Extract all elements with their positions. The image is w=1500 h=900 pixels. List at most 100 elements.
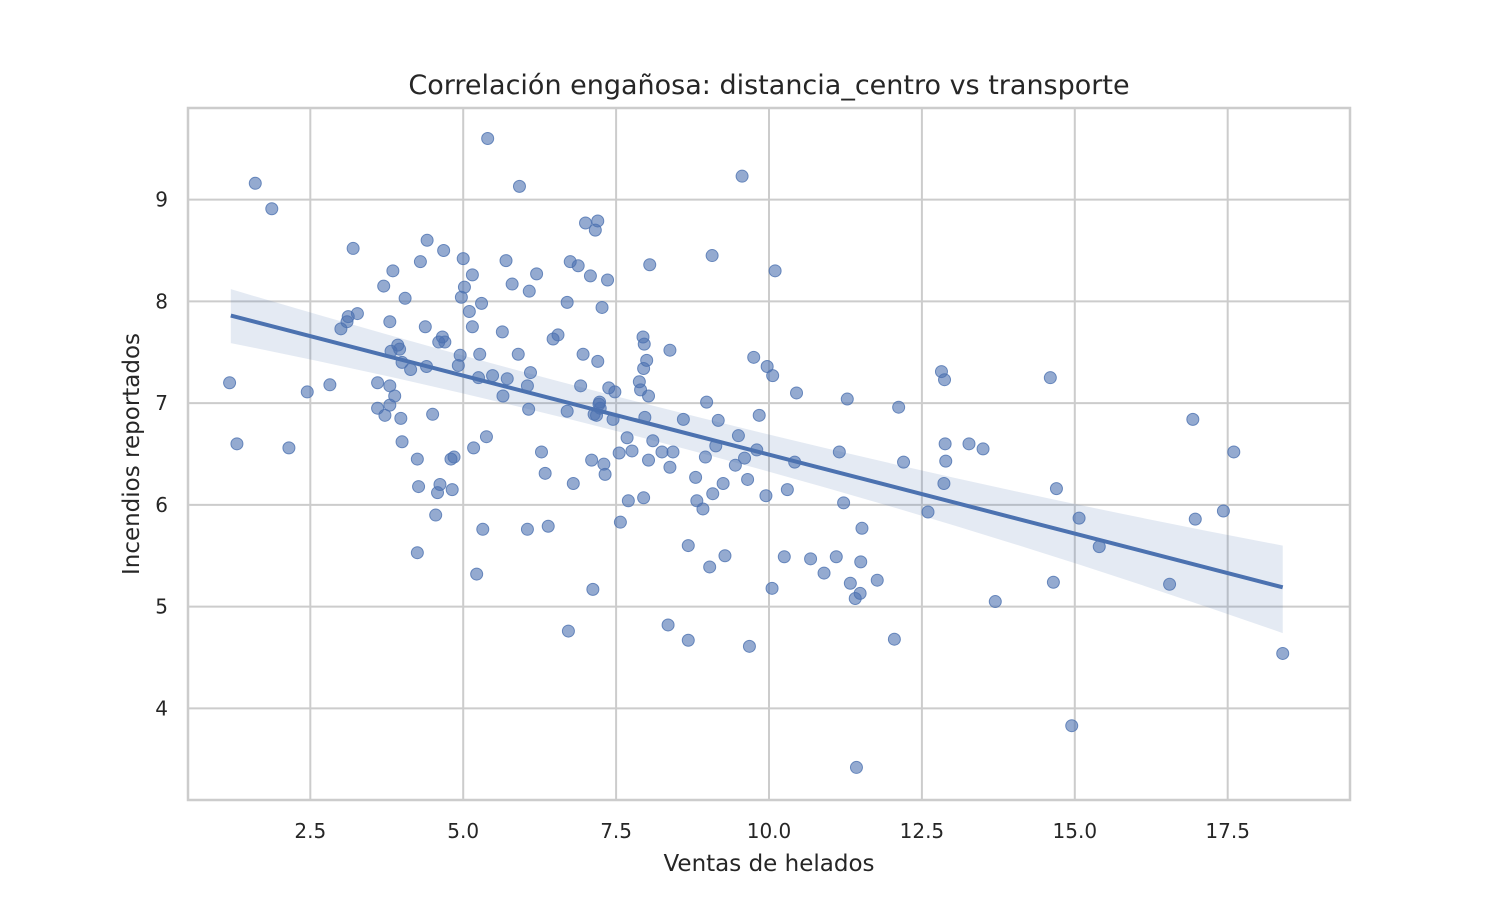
data-point bbox=[689, 470, 703, 484]
data-point bbox=[768, 264, 782, 278]
data-point bbox=[350, 307, 364, 321]
data-point bbox=[646, 434, 660, 448]
data-point bbox=[473, 347, 487, 361]
data-point bbox=[790, 386, 804, 400]
data-point bbox=[716, 477, 730, 491]
data-point bbox=[560, 295, 574, 309]
data-point bbox=[470, 567, 484, 581]
data-point bbox=[637, 491, 651, 505]
data-point bbox=[703, 560, 717, 574]
data-point bbox=[538, 466, 552, 480]
data-point bbox=[346, 241, 360, 255]
y-tick-label: 9 bbox=[155, 188, 168, 212]
data-point bbox=[591, 214, 605, 228]
data-point bbox=[1186, 412, 1200, 426]
data-point bbox=[728, 458, 742, 472]
data-point bbox=[433, 478, 447, 492]
data-point bbox=[892, 400, 906, 414]
data-point bbox=[1049, 482, 1063, 496]
data-point bbox=[1227, 445, 1241, 459]
data-point bbox=[479, 430, 493, 444]
y-tick-label: 7 bbox=[155, 391, 168, 415]
data-point bbox=[696, 502, 710, 516]
chart-title: Correlación engañosa: distancia_centro v… bbox=[408, 70, 1129, 101]
data-point bbox=[698, 450, 712, 464]
data-point bbox=[462, 305, 476, 319]
data-point bbox=[413, 255, 427, 269]
data-point bbox=[620, 431, 634, 445]
data-point bbox=[465, 320, 479, 334]
data-point bbox=[837, 496, 851, 510]
data-point bbox=[393, 342, 407, 356]
data-point bbox=[437, 243, 451, 257]
data-point bbox=[522, 402, 536, 416]
data-point bbox=[765, 581, 779, 595]
x-tick-label: 7.5 bbox=[600, 819, 632, 843]
data-point bbox=[766, 369, 780, 383]
data-point bbox=[706, 487, 720, 501]
data-point bbox=[887, 632, 901, 646]
data-point bbox=[742, 639, 756, 653]
data-point bbox=[579, 216, 593, 230]
x-tick-label: 5.0 bbox=[447, 819, 479, 843]
data-point bbox=[1216, 504, 1230, 518]
confidence-band bbox=[230, 289, 1283, 634]
data-point bbox=[551, 328, 565, 342]
tick-labels: 2.5 5.0 7.5 10.0 12.5 15.0 17.5 4 5 6 7 8 9 bbox=[155, 188, 1250, 843]
y-tick-label: 4 bbox=[155, 696, 168, 720]
data-point bbox=[560, 404, 574, 418]
data-point bbox=[453, 348, 467, 362]
data-point bbox=[938, 437, 952, 451]
data-point bbox=[718, 549, 732, 563]
data-point bbox=[681, 539, 695, 553]
plot-frame bbox=[186, 106, 1352, 802]
data-point bbox=[711, 413, 725, 427]
data-point bbox=[817, 566, 831, 580]
y-tick-label: 6 bbox=[155, 493, 168, 517]
x-tick-label: 12.5 bbox=[900, 819, 945, 843]
data-point bbox=[465, 268, 479, 282]
data-point bbox=[398, 291, 412, 305]
y-tick-label: 5 bbox=[155, 595, 168, 619]
data-point bbox=[637, 337, 651, 351]
data-point bbox=[595, 300, 609, 314]
data-point bbox=[843, 576, 857, 590]
x-axis-label: Ventas de helados bbox=[663, 851, 874, 877]
confidence-band-layer bbox=[230, 289, 1283, 634]
data-point bbox=[429, 508, 443, 522]
data-point bbox=[1276, 646, 1290, 660]
data-point bbox=[731, 429, 745, 443]
grid bbox=[188, 108, 1350, 800]
data-point bbox=[496, 389, 510, 403]
data-point bbox=[700, 395, 714, 409]
data-point bbox=[500, 372, 514, 386]
data-point bbox=[386, 264, 400, 278]
data-point bbox=[467, 441, 481, 455]
data-point bbox=[612, 446, 626, 460]
data-point bbox=[780, 483, 794, 497]
data-point bbox=[735, 169, 749, 183]
data-point bbox=[625, 444, 639, 458]
data-point bbox=[410, 452, 424, 466]
data-point bbox=[426, 407, 440, 421]
data-point bbox=[395, 435, 409, 449]
data-point bbox=[486, 369, 500, 383]
data-point bbox=[661, 618, 675, 632]
data-point bbox=[475, 296, 489, 310]
data-point bbox=[938, 373, 952, 387]
data-point bbox=[420, 233, 434, 247]
data-point bbox=[456, 252, 470, 266]
data-point bbox=[394, 411, 408, 425]
x-tick-label: 17.5 bbox=[1205, 819, 1250, 843]
data-point bbox=[282, 441, 296, 455]
data-point bbox=[323, 378, 337, 392]
data-point bbox=[921, 505, 935, 519]
data-point bbox=[418, 320, 432, 334]
data-point bbox=[383, 315, 397, 329]
data-point bbox=[759, 489, 773, 503]
points-layer bbox=[223, 132, 1290, 774]
data-point bbox=[655, 445, 669, 459]
y-axis-label: Incendios reportados bbox=[119, 333, 145, 575]
data-point bbox=[840, 392, 854, 406]
data-point bbox=[1163, 577, 1177, 591]
